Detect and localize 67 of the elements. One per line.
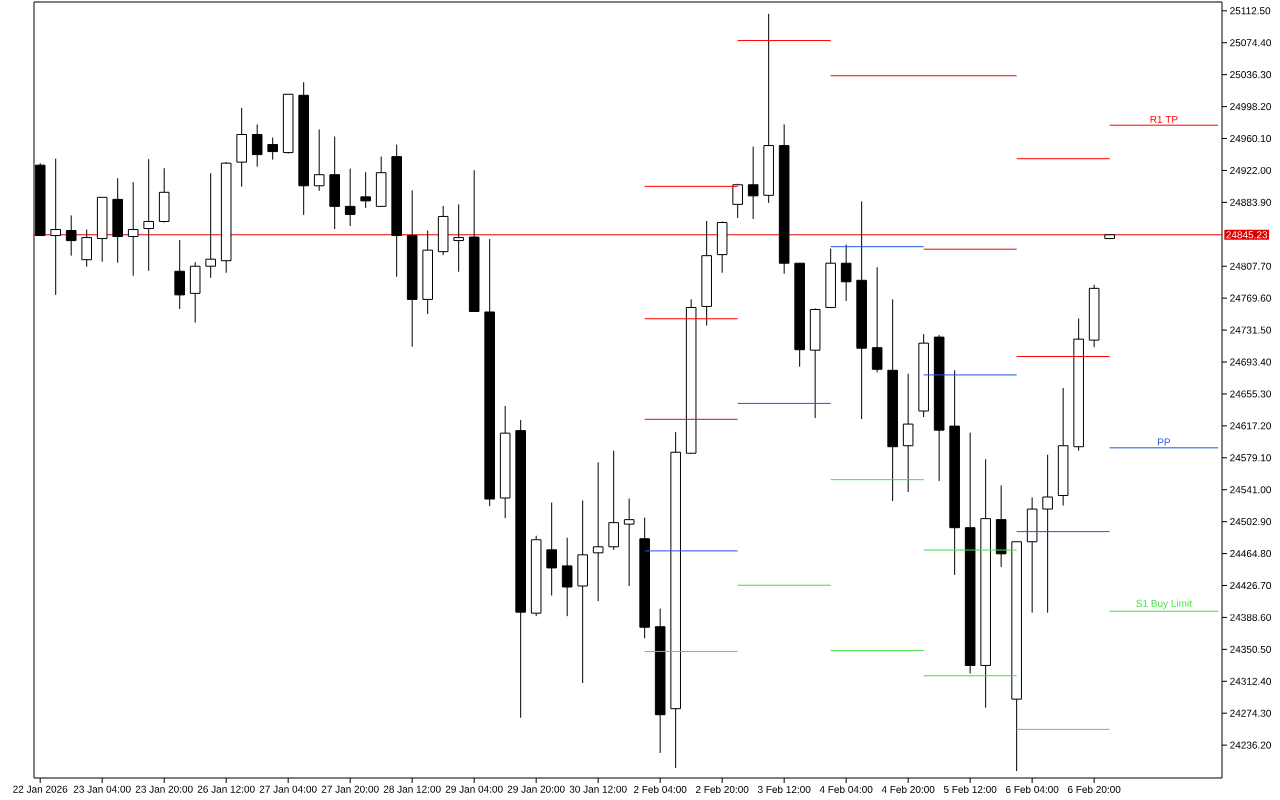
y-tick-label: 24274.30 <box>1230 709 1271 717</box>
x-tick-label: 28 Jan 12:00 <box>383 785 441 793</box>
y-tick-label: 24922.00 <box>1230 166 1271 174</box>
candlestick <box>251 123 263 168</box>
y-tick-label: 24388.60 <box>1230 613 1271 621</box>
candlestick <box>1042 454 1053 614</box>
x-tick-label: 23 Jan 20:00 <box>135 785 193 793</box>
candlestick <box>65 214 77 257</box>
candlestick <box>344 168 356 227</box>
y-tick-label: 24655.30 <box>1230 390 1271 398</box>
y-tick-label: 24693.40 <box>1230 358 1271 366</box>
series-label: PP <box>1158 438 1171 446</box>
y-tick-label: 24731.50 <box>1230 326 1271 334</box>
y-tick-label: 24998.20 <box>1230 103 1271 111</box>
y-tick-label: 24541.00 <box>1230 486 1271 494</box>
y-tick-label: 24960.10 <box>1230 134 1271 143</box>
y-tick-label: 24312.40 <box>1230 677 1271 685</box>
x-tick-label: 5 Feb 12:00 <box>943 785 997 794</box>
y-tick-label: 24617.20 <box>1230 422 1271 430</box>
candlestick <box>81 229 92 268</box>
x-tick-label: 4 Feb 20:00 <box>881 785 935 794</box>
candlestick <box>267 137 278 161</box>
candlestick <box>174 239 185 310</box>
x-tick-label: 3 Feb 12:00 <box>757 785 811 794</box>
candlestick <box>623 498 635 587</box>
candlestick <box>127 181 139 277</box>
candlestick <box>747 146 759 220</box>
x-tick-label: 27 Jan 04:00 <box>259 785 317 793</box>
y-tick-label: 25036.30 <box>1230 71 1271 79</box>
candlestick <box>592 461 604 602</box>
x-tick-label: 6 Feb 04:00 <box>1005 785 1059 794</box>
candlestick <box>313 128 325 192</box>
y-tick-label: 25074.40 <box>1230 39 1271 47</box>
x-tick-label: 2 Feb 04:00 <box>633 785 687 794</box>
candlestick <box>840 244 852 302</box>
y-tick-label: 24236.20 <box>1230 741 1271 749</box>
series-label: R1 TP <box>1150 115 1178 123</box>
y-tick-label: 24464.80 <box>1230 550 1271 558</box>
candlestick <box>50 158 61 296</box>
y-tick-label: 24807.70 <box>1230 262 1271 270</box>
x-tick-label: 27 Jan 20:00 <box>321 785 379 793</box>
x-tick-label: 29 Jan 04:00 <box>445 785 503 793</box>
y-tick-label: 24769.60 <box>1230 294 1271 302</box>
x-tick-label: 30 Jan 12:00 <box>569 785 627 793</box>
y-tick-label: 24883.90 <box>1230 198 1271 206</box>
candlestick <box>871 266 883 373</box>
x-tick-label: 23 Jan 04:00 <box>73 785 131 793</box>
y-tick-label: 24502.90 <box>1230 518 1271 526</box>
ref-line-label: 24845.23 <box>1226 231 1268 239</box>
candlestick <box>546 502 557 597</box>
candlestick <box>453 203 464 273</box>
candlestick <box>902 373 914 493</box>
x-tick-label: 22 Jan 2026 <box>13 785 68 793</box>
y-tick-label: 24579.10 <box>1230 454 1271 462</box>
y-tick-label: 24350.50 <box>1230 645 1271 653</box>
series-label: S1 Buy Limit <box>1136 599 1192 609</box>
x-tick-label: 6 Feb 20:00 <box>1067 785 1121 794</box>
x-tick-label: 29 Jan 20:00 <box>507 785 565 793</box>
x-tick-label: 26 Jan 12:00 <box>197 785 255 793</box>
candlestick <box>360 171 371 209</box>
y-tick-label: 24426.70 <box>1230 581 1271 590</box>
candlestick <box>143 158 154 272</box>
x-tick-label: 4 Feb 04:00 <box>819 785 873 794</box>
y-tick-label: 25112.50 <box>1230 7 1271 15</box>
x-tick-label: 2 Feb 20:00 <box>695 785 749 794</box>
candlestick <box>205 172 216 279</box>
candlestick <box>561 537 573 617</box>
